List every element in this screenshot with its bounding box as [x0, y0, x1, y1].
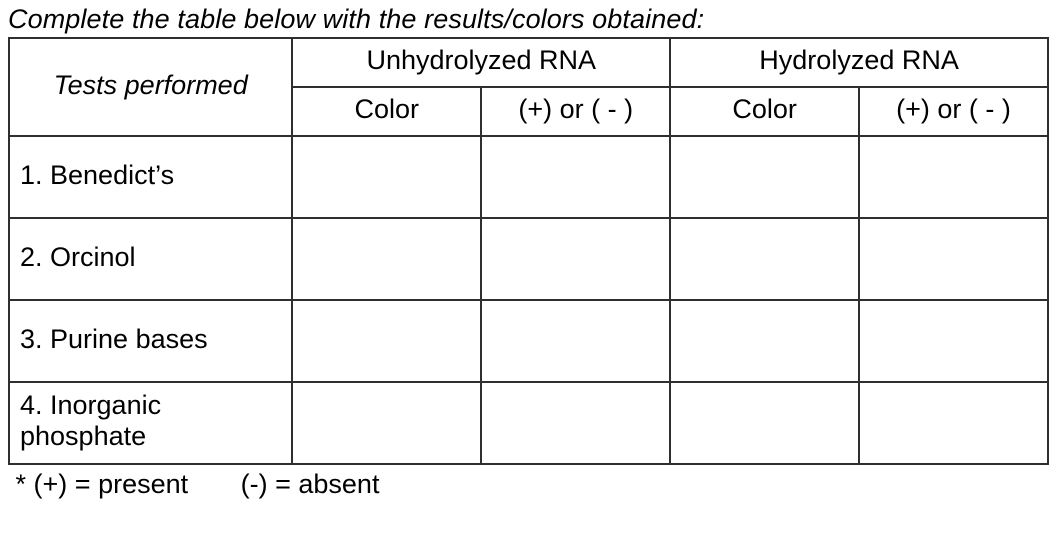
cell-hyd-color[interactable]: [670, 382, 859, 464]
subheader-sign-hyd: (+) or ( - ): [859, 87, 1048, 136]
footnote-minus: (-) = absent: [241, 469, 380, 500]
cell-hyd-sign[interactable]: [859, 218, 1048, 300]
instruction-text: Complete the table below with the result…: [8, 4, 1049, 35]
subheader-sign-unhyd: (+) or ( - ): [481, 87, 670, 136]
test-label: 3. Purine bases: [9, 300, 292, 382]
table-row: 3. Purine bases: [9, 300, 1048, 382]
header-tests-performed: Tests performed: [9, 38, 292, 136]
test-label: 4. Inorganic phosphate: [9, 382, 292, 464]
table-row: 1. Benedict’s: [9, 136, 1048, 218]
header-unhydrolyzed: Unhydrolyzed RNA: [292, 38, 670, 87]
footnote-plus: (+) = present: [34, 469, 189, 500]
cell-unhyd-sign[interactable]: [481, 382, 670, 464]
cell-hyd-color[interactable]: [670, 136, 859, 218]
footnote: * (+) = present (-) = absent: [8, 469, 1049, 500]
table-row: 2. Orcinol: [9, 218, 1048, 300]
test-label: 2. Orcinol: [9, 218, 292, 300]
rna-results-table: Tests performed Unhydrolyzed RNA Hydroly…: [8, 37, 1049, 465]
cell-hyd-color[interactable]: [670, 218, 859, 300]
test-label: 1. Benedict’s: [9, 136, 292, 218]
cell-unhyd-sign[interactable]: [481, 300, 670, 382]
table-row: 4. Inorganic phosphate: [9, 382, 1048, 464]
cell-unhyd-color[interactable]: [292, 136, 481, 218]
cell-unhyd-color[interactable]: [292, 218, 481, 300]
cell-hyd-sign[interactable]: [859, 136, 1048, 218]
cell-unhyd-color[interactable]: [292, 300, 481, 382]
subheader-color-hyd: Color: [670, 87, 859, 136]
subheader-color-unhyd: Color: [292, 87, 481, 136]
footnote-star: *: [16, 469, 27, 499]
cell-hyd-color[interactable]: [670, 300, 859, 382]
cell-unhyd-sign[interactable]: [481, 136, 670, 218]
header-hydrolyzed: Hydrolyzed RNA: [670, 38, 1048, 87]
cell-hyd-sign[interactable]: [859, 300, 1048, 382]
cell-unhyd-sign[interactable]: [481, 218, 670, 300]
cell-hyd-sign[interactable]: [859, 382, 1048, 464]
cell-unhyd-color[interactable]: [292, 382, 481, 464]
